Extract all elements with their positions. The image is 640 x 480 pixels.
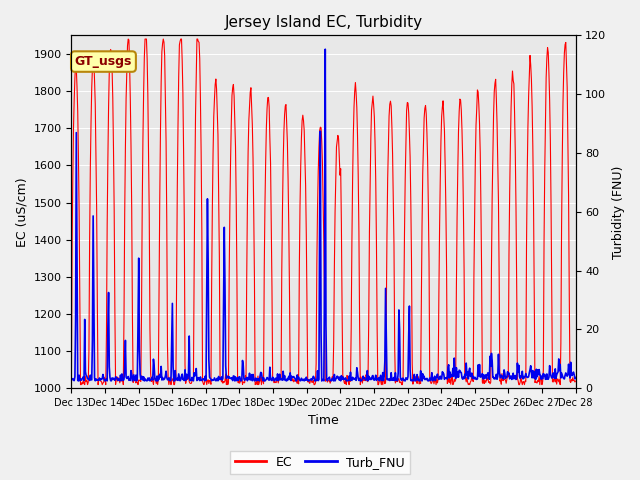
X-axis label: Time: Time xyxy=(308,414,339,427)
Text: GT_usgs: GT_usgs xyxy=(75,55,132,68)
Y-axis label: Turbidity (FNU): Turbidity (FNU) xyxy=(612,165,625,259)
Legend: EC, Turb_FNU: EC, Turb_FNU xyxy=(230,451,410,474)
Y-axis label: EC (uS/cm): EC (uS/cm) xyxy=(15,177,28,247)
Title: Jersey Island EC, Turbidity: Jersey Island EC, Turbidity xyxy=(225,15,422,30)
